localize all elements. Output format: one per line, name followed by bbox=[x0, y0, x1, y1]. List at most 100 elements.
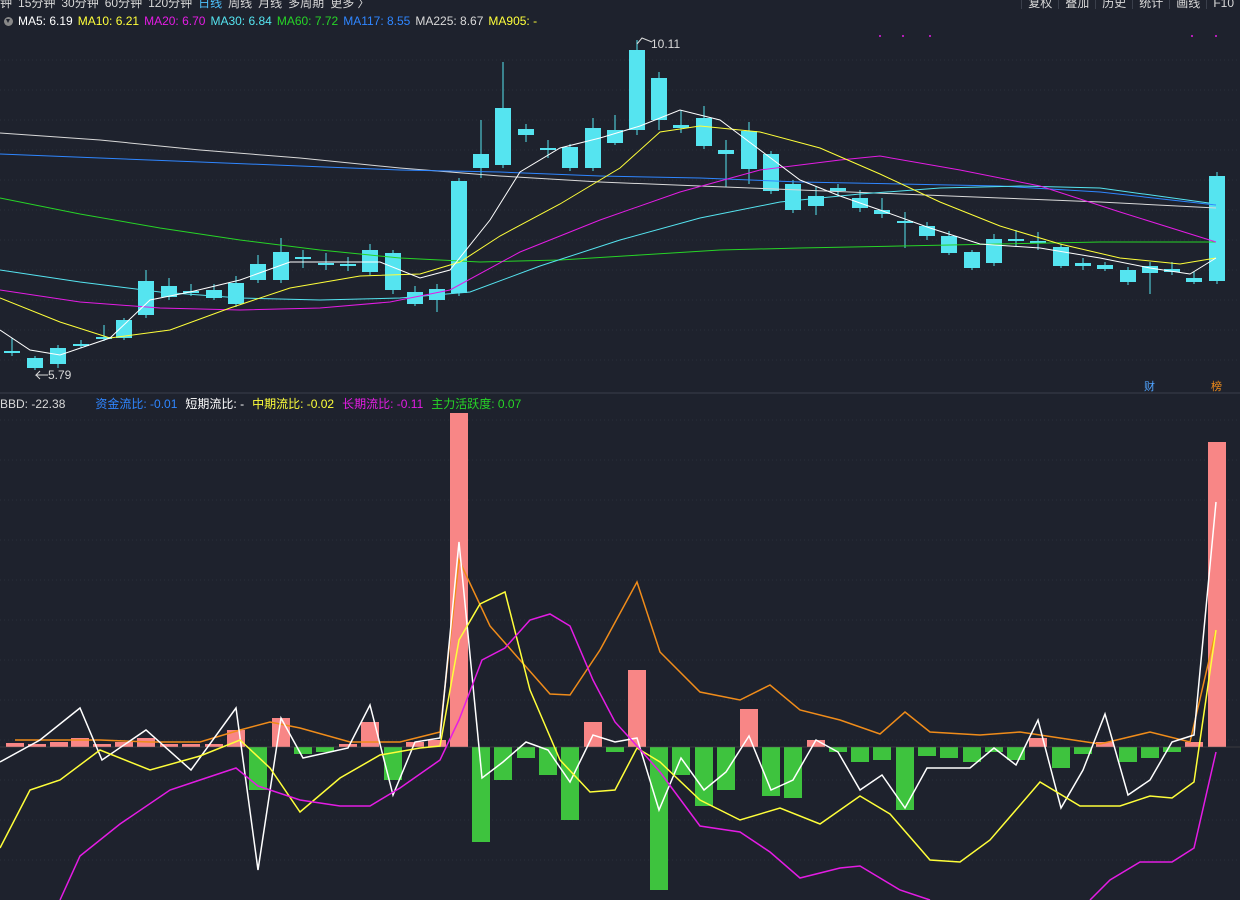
candle-body bbox=[1186, 278, 1202, 282]
toolbar-button[interactable]: F10 bbox=[1206, 0, 1240, 9]
candle-body bbox=[1120, 270, 1136, 282]
orange-line bbox=[15, 557, 1217, 745]
flow-bar bbox=[339, 744, 357, 747]
flow-bar bbox=[406, 742, 424, 747]
period-tab[interactable]: 周线 bbox=[228, 0, 253, 10]
flow-bar bbox=[1096, 742, 1114, 747]
candle-body bbox=[1097, 265, 1113, 269]
legend-item: MA905: - bbox=[488, 14, 538, 28]
low-label: 5.79 bbox=[48, 368, 72, 382]
legend-item: 资金流比: -0.01 bbox=[95, 397, 178, 411]
candle-body bbox=[874, 210, 890, 214]
legend-item: 主力活跃度: 0.07 bbox=[431, 397, 522, 411]
flow-bar bbox=[71, 738, 89, 747]
candle-body bbox=[250, 264, 266, 280]
flow-bar bbox=[249, 747, 267, 790]
period-tab[interactable]: 30分钟 bbox=[61, 0, 99, 10]
candle-body bbox=[362, 250, 378, 272]
period-tab[interactable]: 日线 bbox=[198, 0, 223, 10]
flow-bar bbox=[494, 747, 512, 780]
legend-item: MA60: 7.72 bbox=[276, 14, 339, 28]
flow-bar bbox=[873, 747, 891, 760]
indicator-legend: BBD: -22.38 资金流比: -0.01 短期流比: - 中期流比: -0.02… bbox=[0, 395, 529, 412]
period-tab[interactable]: 15分钟 bbox=[18, 0, 56, 10]
period-tab[interactable]: 更多 〉 bbox=[330, 0, 370, 10]
candle-body bbox=[585, 128, 601, 168]
marker-dot bbox=[1191, 35, 1193, 37]
flow-bar bbox=[829, 747, 847, 752]
toolbar-button[interactable]: 画线 bbox=[1169, 0, 1206, 9]
flow-bar bbox=[1119, 747, 1137, 762]
candle-body bbox=[986, 239, 1002, 263]
flow-bar bbox=[1052, 747, 1070, 768]
period-tab[interactable]: 钟 bbox=[0, 0, 13, 10]
toolbar-button[interactable]: 叠加 bbox=[1058, 0, 1095, 9]
short-flow-line bbox=[0, 501, 1217, 871]
flow-bar bbox=[985, 747, 1003, 752]
candle-body bbox=[1142, 266, 1158, 273]
flow-bar bbox=[1185, 742, 1203, 747]
ma-legend: MA5: 6.19 MA10: 6.21 MA20: 6.70 MA30: 6.84 M… bbox=[4, 14, 547, 28]
candle-body bbox=[673, 125, 689, 128]
candle-body bbox=[540, 148, 556, 150]
candle-body bbox=[785, 184, 801, 210]
flow-bar bbox=[539, 747, 557, 775]
candle-body bbox=[1209, 176, 1225, 281]
flow-bar bbox=[762, 747, 780, 796]
flow-bar bbox=[472, 747, 490, 842]
flow-bar bbox=[1074, 747, 1092, 754]
period-tab[interactable]: 60分钟 bbox=[104, 0, 143, 10]
period-tabs: 钟 15分钟 30分钟 60分钟 120分钟 日线 周线 月线 多周期 更多 〉 bbox=[0, 0, 376, 9]
candle-body bbox=[1053, 247, 1069, 266]
finance-badge[interactable]: 财 bbox=[1144, 381, 1155, 393]
marker-dot bbox=[1215, 35, 1217, 37]
candle-body bbox=[73, 344, 89, 346]
candle-body bbox=[741, 131, 757, 169]
candle-body bbox=[941, 236, 957, 253]
toolbar-button[interactable]: 历史 bbox=[1095, 0, 1132, 9]
legend-item: BBD: -22.38 bbox=[0, 397, 66, 411]
candle-body bbox=[473, 154, 489, 168]
flow-bar bbox=[428, 740, 446, 747]
candle-body bbox=[1075, 263, 1091, 266]
legend-item: MA225: 8.67 bbox=[415, 14, 484, 28]
flow-bar bbox=[628, 670, 646, 747]
legend-item: 中期流比: -0.02 bbox=[252, 397, 335, 411]
toolbar-button[interactable]: 统计 bbox=[1132, 0, 1169, 9]
ma60-line bbox=[0, 197, 1216, 263]
mid-flow-line bbox=[0, 590, 1217, 863]
rank-badge[interactable]: 榜 bbox=[1211, 381, 1222, 393]
toolbar-button[interactable]: 复权 bbox=[1021, 0, 1058, 9]
marker-dot bbox=[879, 35, 881, 37]
candle-body bbox=[50, 348, 66, 364]
high-label: 10.11 bbox=[651, 37, 680, 51]
candle-body bbox=[1164, 269, 1180, 272]
flow-bar bbox=[28, 744, 46, 747]
ma20-line bbox=[0, 155, 1217, 311]
candle-body bbox=[116, 320, 132, 338]
flow-bar bbox=[384, 747, 402, 780]
flow-bar bbox=[1208, 442, 1226, 747]
flow-bar bbox=[517, 747, 535, 758]
period-tab[interactable]: 120分钟 bbox=[148, 0, 193, 10]
flow-bar bbox=[784, 747, 802, 798]
candle-body bbox=[651, 78, 667, 120]
flow-bar bbox=[1163, 747, 1181, 752]
high-marker-icon bbox=[636, 37, 653, 45]
flow-bar bbox=[361, 722, 379, 747]
flow-bar bbox=[851, 747, 869, 762]
candle-body bbox=[919, 226, 935, 236]
ma225-line bbox=[0, 132, 1217, 209]
legend-item: MA20: 6.70 bbox=[144, 14, 206, 28]
flow-bar bbox=[963, 747, 981, 762]
ma10-line bbox=[0, 125, 1217, 339]
period-tab[interactable]: 月线 bbox=[258, 0, 283, 10]
flow-bar bbox=[561, 747, 579, 820]
candle-body bbox=[808, 196, 824, 206]
long-flow-line bbox=[59, 613, 931, 900]
period-toolbar: 钟 15分钟 30分钟 60分钟 120分钟 日线 周线 月线 多周期 更多 〉 复权 叠加 历史 统计… bbox=[0, 0, 1240, 11]
candle-body bbox=[495, 108, 511, 165]
period-tab[interactable]: 多周期 bbox=[288, 0, 325, 10]
collapse-toggle-icon[interactable] bbox=[4, 17, 13, 26]
